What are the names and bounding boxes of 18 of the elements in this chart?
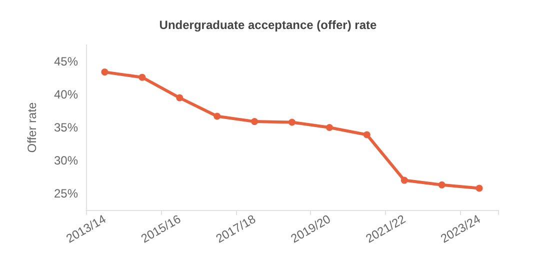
point — [101, 68, 108, 76]
point — [214, 112, 221, 120]
y-tick-label: 25% — [54, 186, 78, 200]
point — [176, 94, 184, 102]
point — [138, 74, 146, 81]
point — [251, 118, 258, 126]
point — [400, 176, 408, 184]
point — [288, 118, 296, 126]
point — [326, 124, 333, 131]
y-axis-title: Offer rate — [25, 102, 39, 153]
point — [363, 131, 370, 138]
point — [438, 181, 446, 188]
y-tick-label: 40% — [54, 88, 78, 102]
point — [476, 184, 483, 192]
y-tick-label: 45% — [54, 54, 78, 68]
y-tick-label: 35% — [54, 120, 78, 134]
chart-title: Undergraduate acceptance (offer) rate — [159, 18, 378, 32]
y-tick-label: 30% — [54, 154, 78, 168]
